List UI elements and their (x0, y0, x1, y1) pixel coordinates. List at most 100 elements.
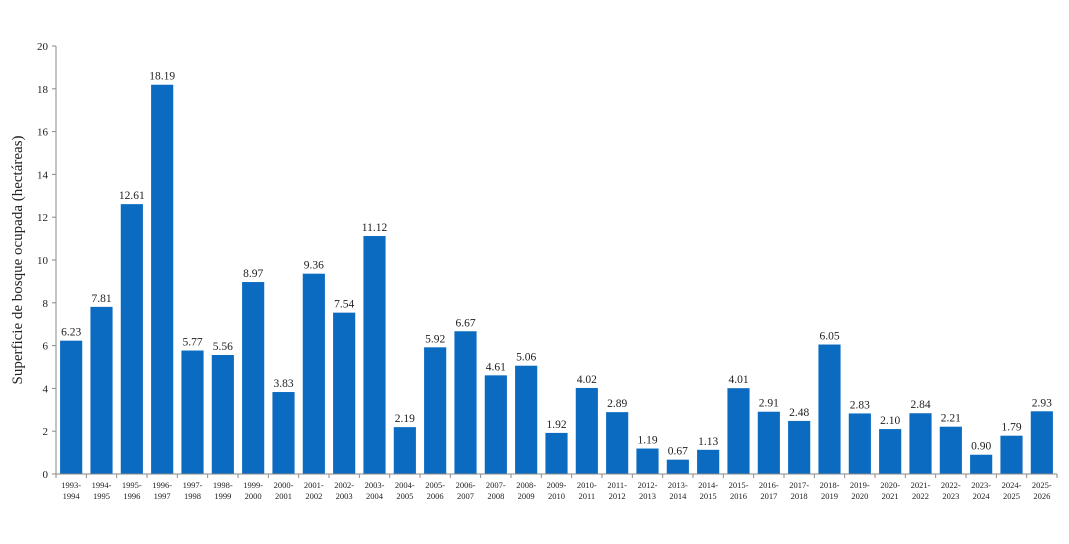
bar (818, 344, 841, 474)
x-tick-label: 2025 (1003, 491, 1020, 501)
bar (788, 420, 811, 474)
bar (757, 411, 780, 474)
data-label: 6.23 (61, 327, 81, 339)
x-tick-label: 2014- (698, 480, 718, 490)
x-tick-label: 2021 (882, 491, 899, 501)
data-label: 12.61 (119, 190, 145, 202)
x-tick-label: 2017- (789, 480, 809, 490)
x-tick-label: 2003 (336, 491, 353, 501)
x-tick-label: 1998- (213, 480, 233, 490)
x-tick-label: 2014 (669, 491, 687, 501)
x-tick-label: 2000 (245, 491, 262, 501)
bar (211, 355, 234, 474)
x-tick-label: 1995 (93, 491, 110, 501)
bar (60, 340, 83, 474)
y-tick-label: 16 (37, 127, 49, 139)
y-tick-label: 8 (43, 298, 49, 310)
x-tick-label: 2016- (759, 480, 779, 490)
x-tick-label: 2020 (851, 491, 868, 501)
x-tick-label: 2015- (729, 480, 749, 490)
x-axis: 1993-1994 1994-1995 1995-1996 1996-1997 1997… (55, 473, 1058, 501)
data-label: 1.13 (698, 436, 718, 448)
bar (242, 282, 265, 474)
x-tick-label: 2010- (577, 480, 597, 490)
y-tick-label: 14 (37, 169, 49, 181)
data-label: 4.02 (577, 374, 597, 386)
x-tick-label: 2001 (275, 491, 292, 501)
bar (606, 412, 629, 474)
x-tick-label: 2005- (425, 480, 445, 490)
bar (454, 331, 477, 474)
data-label: 8.97 (243, 268, 263, 280)
x-tick-label: 2016 (730, 491, 747, 501)
data-label: 7.81 (91, 293, 111, 305)
bar (1000, 435, 1023, 474)
x-tick-label: 2004- (395, 480, 415, 490)
data-label: 6.05 (819, 331, 839, 343)
bar (333, 312, 356, 474)
data-label: 5.56 (213, 341, 233, 353)
bar (181, 350, 204, 474)
bar (545, 432, 568, 474)
x-tick-label: 2013- (668, 480, 688, 490)
x-tick-label: 2020- (880, 480, 900, 490)
bar (939, 426, 962, 474)
bar (151, 84, 174, 474)
x-tick-label: 2026 (1033, 491, 1050, 501)
x-tick-label: 2018- (820, 480, 840, 490)
x-tick-label: 2006 (427, 491, 444, 501)
bar (484, 375, 507, 474)
x-tick-label: 2009 (518, 491, 535, 501)
x-tick-label: 2004 (366, 491, 384, 501)
x-tick-label: 2017 (760, 491, 777, 501)
x-tick-label: 2024 (973, 491, 991, 501)
data-label: 9.36 (304, 260, 324, 272)
bar (90, 306, 113, 474)
x-tick-label: 2009- (547, 480, 567, 490)
x-tick-label: 2024- (1002, 480, 1022, 490)
data-label: 0.90 (971, 441, 991, 453)
y-tick-label: 0 (43, 469, 49, 481)
bar (302, 273, 325, 474)
bar (666, 459, 689, 474)
x-tick-label: 2012- (638, 480, 658, 490)
x-tick-label: 1994 (63, 491, 81, 501)
y-axis: 0 2 4 6 8 10 12 14 16 18 20 (37, 41, 57, 481)
data-label: 7.54 (334, 299, 354, 311)
data-label: 2.83 (850, 399, 870, 411)
bar (848, 413, 871, 474)
y-tick-label: 2 (43, 426, 49, 438)
data-label: 2.93 (1032, 397, 1052, 409)
data-label: 5.92 (425, 333, 445, 345)
x-tick-label: 2011 (578, 491, 595, 501)
bar (970, 454, 993, 474)
x-tick-label: 1995- (122, 480, 142, 490)
y-tick-label: 12 (37, 212, 48, 224)
x-tick-label: 2021- (911, 480, 931, 490)
x-tick-label: 2010 (548, 491, 565, 501)
data-label: 0.67 (668, 446, 688, 458)
bar (909, 413, 932, 474)
bar (727, 388, 750, 474)
x-tick-label: 2003- (365, 480, 385, 490)
x-tick-label: 1997 (154, 491, 171, 501)
x-tick-label: 1997- (183, 480, 203, 490)
data-label: 2.91 (759, 398, 779, 410)
data-label: 2.21 (941, 413, 961, 425)
x-tick-label: 2018 (791, 491, 808, 501)
x-tick-label: 2007 (457, 491, 474, 501)
x-tick-label: 2019- (850, 480, 870, 490)
bar (424, 347, 447, 474)
x-tick-label: 1999 (214, 491, 231, 501)
bar (636, 448, 659, 474)
bar (1030, 411, 1053, 474)
data-label: 18.19 (149, 71, 175, 83)
y-tick-label: 4 (43, 383, 49, 395)
data-label: 2.48 (789, 407, 809, 419)
bar (272, 392, 295, 474)
bar (697, 449, 720, 474)
x-tick-label: 2008- (516, 480, 536, 490)
x-tick-label: 1998 (184, 491, 201, 501)
